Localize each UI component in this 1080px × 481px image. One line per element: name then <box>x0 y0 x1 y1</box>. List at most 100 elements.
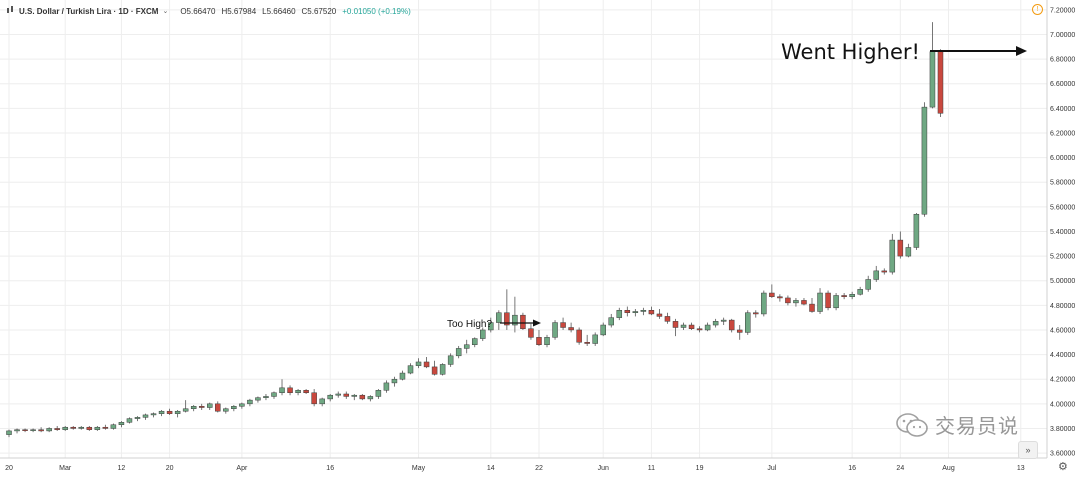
candle-down <box>70 425 76 430</box>
chevron-down-icon[interactable]: ⌄ <box>162 8 169 15</box>
candle-up <box>471 337 478 348</box>
candle-up <box>632 309 639 317</box>
candle-body <box>801 300 807 305</box>
candle-body <box>592 334 598 344</box>
y-tick-label: 6.00000 <box>1050 155 1075 162</box>
candle-body <box>423 361 430 368</box>
candle-body <box>62 426 68 430</box>
candle-up <box>463 339 470 354</box>
candle-body <box>399 372 406 380</box>
candle-body <box>110 424 117 429</box>
y-tick-label: 7.00000 <box>1050 32 1075 39</box>
candle-up <box>913 212 920 250</box>
candle-body <box>929 51 936 108</box>
candle-down <box>287 385 293 396</box>
y-tick-label: 3.60000 <box>1050 451 1075 458</box>
candle-body <box>728 319 735 331</box>
candle-down <box>536 329 542 346</box>
scroll-to-realtime-button[interactable]: » <box>1018 441 1038 459</box>
candle-body <box>857 289 863 295</box>
candle-body <box>295 390 301 393</box>
candle-body <box>608 317 614 326</box>
candle-down <box>728 318 735 333</box>
candle-body <box>415 361 422 366</box>
candle-down <box>343 391 350 399</box>
candle-down <box>881 268 888 275</box>
x-tick-label: 22 <box>535 465 543 472</box>
candle-up <box>14 428 20 434</box>
x-tick-label: 20 <box>166 465 174 472</box>
candle-up <box>158 409 165 417</box>
candle-body <box>664 316 671 322</box>
candle-down <box>696 326 703 333</box>
candle-up <box>833 293 839 311</box>
candle-up <box>407 363 414 375</box>
y-tick-label: 4.00000 <box>1050 401 1075 408</box>
candle-up <box>608 313 614 328</box>
candle-body <box>761 292 767 315</box>
candle-body <box>488 322 494 331</box>
candle-body <box>70 426 76 429</box>
candle-down <box>809 297 815 313</box>
symbol-name[interactable]: U.S. Dollar / Turkish Lira · 1D · FXCM <box>19 6 159 16</box>
candle-body <box>753 312 759 315</box>
candle-body <box>640 310 647 312</box>
candle-body <box>439 364 446 375</box>
candle-up <box>544 334 550 348</box>
candle-down <box>423 357 430 369</box>
candle-down <box>520 312 526 330</box>
candle-body <box>391 378 398 384</box>
x-tick-label: 11 <box>648 465 655 472</box>
x-tick-label: Aug <box>942 465 955 472</box>
candle-down <box>584 334 590 346</box>
price-axis[interactable]: 3.60000 3.80000 4.00000 4.20000 4.40000 4.600… <box>1046 0 1075 458</box>
candle-up <box>94 425 101 431</box>
candle-down <box>22 428 28 433</box>
candle-down <box>648 306 655 316</box>
candle-down <box>777 294 783 302</box>
candle-body <box>255 397 261 401</box>
candle-up <box>231 405 237 412</box>
candle-up <box>30 428 36 433</box>
y-tick-label: 5.60000 <box>1050 204 1075 211</box>
candle-body <box>455 348 462 357</box>
candle-body <box>327 394 333 400</box>
candle-body <box>359 394 366 400</box>
candle-body <box>471 338 478 345</box>
y-tick-label: 4.60000 <box>1050 327 1075 334</box>
candle-down <box>736 325 743 340</box>
candle-body <box>343 393 350 397</box>
candle-up <box>319 397 325 407</box>
x-tick-label: 16 <box>326 465 334 472</box>
alert-icon[interactable]: ! <box>1032 4 1043 15</box>
candle-body <box>247 399 253 405</box>
candle-body <box>616 310 623 318</box>
candle-body <box>769 292 775 297</box>
candle-body <box>849 294 855 297</box>
gear-icon[interactable]: ⚙ <box>1058 461 1068 473</box>
candle-up <box>496 310 502 330</box>
candle-down <box>576 327 582 345</box>
candle-down <box>198 403 205 410</box>
candle-body <box>688 324 695 329</box>
candle-body <box>78 426 85 429</box>
candle-body <box>520 314 526 329</box>
candle-up <box>552 320 558 340</box>
candle-body <box>30 429 36 431</box>
y-tick-label: 5.40000 <box>1050 229 1075 236</box>
candle-body <box>94 426 101 430</box>
candle-up <box>207 402 213 410</box>
candle-up <box>680 322 687 330</box>
candle-up <box>488 317 494 333</box>
candle-body <box>937 51 944 114</box>
chart-type-icon[interactable] <box>6 6 15 16</box>
candle-body <box>624 310 631 313</box>
candle-down <box>656 309 663 319</box>
candle-up <box>351 393 358 401</box>
candle-body <box>873 270 879 280</box>
x-tick-label: Jul <box>767 465 776 472</box>
time-axis[interactable]: 20 Mar 12 20 Apr 16 May 14 22 Jun 11 19 Jul 16 24 Aug 13 <box>0 457 1047 472</box>
candle-up <box>182 400 189 413</box>
